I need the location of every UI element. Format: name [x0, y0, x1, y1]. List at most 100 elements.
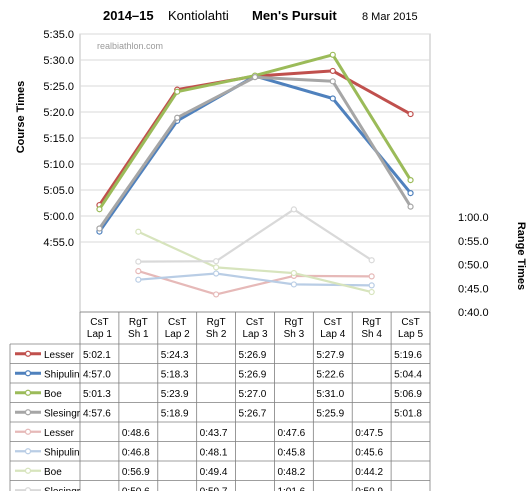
left-tick-label: 5:25.0 [43, 81, 74, 93]
legend-entry: Lesser [44, 428, 75, 439]
range-point-boe [290, 269, 297, 277]
range-point-shipulin [213, 270, 220, 277]
range-line-slesingr [138, 208, 373, 263]
left-tick-label: 5:15.0 [43, 133, 74, 145]
left-tick-label: 5:30.0 [43, 55, 74, 67]
right-axis-title: Range Times [515, 222, 527, 290]
data-cell: 5:18.3 [161, 369, 189, 380]
plot-area: 4:55.0 5:00.0 5:05.0 5:10.0 5:15.0 5:20.0 5:25… [43, 29, 488, 319]
right-tick-label: 0:55.0 [458, 236, 489, 248]
data-cell: 0:50.9 [355, 486, 383, 491]
data-cell: 5:06.9 [394, 389, 422, 400]
range-point-slesingr [290, 206, 297, 213]
legend-key-marker [24, 487, 32, 491]
category-label: Sh 4 [361, 329, 382, 340]
data-cell: 0:47.6 [277, 428, 305, 439]
category-label: Lap 5 [398, 329, 423, 340]
category-label: Lap 1 [87, 329, 112, 340]
category-label: RgT [207, 317, 226, 328]
range-point-lesser [135, 268, 142, 275]
data-cell: 0:47.5 [355, 428, 383, 439]
data-cell: 4:57.0 [83, 369, 111, 380]
range-point-shipulin [290, 281, 297, 288]
category-label: CsT [401, 317, 419, 328]
range-line-boe [137, 230, 372, 294]
category-label: CsT [246, 317, 264, 328]
data-cell: 5:19.6 [394, 350, 422, 361]
legend-key-marker [24, 448, 32, 455]
course-point-shipulin [329, 95, 336, 102]
course-point-slesingr [96, 225, 103, 232]
category-label: CsT [168, 317, 186, 328]
data-cell: 5:23.9 [161, 389, 189, 400]
range-point-slesingr [135, 258, 142, 265]
data-cell: 5:22.6 [316, 369, 344, 380]
range-point-shipulin [368, 282, 375, 289]
left-tick-label: 4:55.0 [43, 237, 74, 249]
data-cell: 0:46.8 [122, 447, 150, 458]
category-label: Lap 3 [242, 329, 267, 340]
data-cell: 0:44.2 [355, 467, 383, 478]
data-cell: 5:02.1 [83, 350, 111, 361]
data-cell: 5:01.8 [394, 408, 422, 419]
course-point-boe [96, 206, 103, 213]
course-point-slesingr [329, 78, 336, 85]
data-cell: 4:57.6 [83, 408, 111, 419]
legend-key-marker [24, 467, 32, 474]
data-cell: 5:01.3 [83, 389, 111, 400]
data-cell: 5:26.7 [239, 408, 267, 419]
data-cell: 0:45.6 [355, 447, 383, 458]
course-point-slesingr [251, 74, 259, 81]
legend-entry: Boe [44, 389, 62, 400]
course-point-boe [329, 51, 336, 58]
category-label: RgT [362, 317, 381, 328]
legend-entry: Slesingr [44, 408, 81, 419]
event-date: 8 Mar 2015 [362, 11, 418, 23]
watermark: realbiathlon.com [97, 41, 163, 51]
category-label: CsT [324, 317, 342, 328]
data-cell: 0:50.7 [200, 486, 228, 491]
range-point-boe [135, 228, 142, 235]
range-point-boe [213, 264, 220, 271]
event-title: Men's Pursuit [252, 8, 337, 23]
course-point-shipulin [407, 190, 414, 197]
right-tick-label: 0:45.0 [458, 283, 489, 295]
course-point-slesingr [174, 114, 181, 121]
legend-key-marker [24, 409, 32, 416]
data-cell: 0:48.2 [277, 467, 305, 478]
data-cell: 0:45.8 [277, 447, 305, 458]
category-label: Sh 2 [206, 329, 227, 340]
course-point-lesser [329, 67, 336, 75]
data-cell: 1:01.6 [277, 486, 305, 491]
data-cell: 0:50.6 [122, 486, 150, 491]
venue-title: Kontiolahti [168, 8, 229, 23]
legend-key-marker [24, 370, 32, 377]
course-point-boe [174, 88, 181, 95]
data-cell: 5:25.9 [316, 408, 344, 419]
range-line-shipulin [138, 272, 372, 287]
right-tick-label: 0:40.0 [458, 307, 489, 319]
course-line-shipulin [98, 74, 412, 233]
data-cell: 0:48.1 [200, 447, 228, 458]
legend-entry: Slesingr [44, 486, 81, 491]
legend-key-marker [24, 428, 32, 435]
category-label: CsT [90, 317, 108, 328]
data-cell: 5:31.0 [316, 389, 344, 400]
range-point-lesser [213, 291, 220, 298]
data-cell: 0:43.7 [200, 428, 228, 439]
range-line-lesser [137, 270, 372, 296]
data-cell: 5:04.4 [394, 369, 422, 380]
data-cell: 5:24.3 [161, 350, 189, 361]
category-label: Sh 3 [284, 329, 305, 340]
legend-entry: Shipulin [44, 447, 80, 458]
course-point-lesser [407, 110, 414, 118]
data-cell: 0:49.4 [200, 467, 228, 478]
legend-key-marker [24, 350, 32, 357]
legend-entry: Boe [44, 467, 62, 478]
left-tick-label: 5:00.0 [43, 211, 74, 223]
data-cell: 5:26.9 [239, 350, 267, 361]
category-label: RgT [284, 317, 303, 328]
left-tick-label: 5:35.0 [43, 29, 74, 41]
left-tick-label: 5:20.0 [43, 107, 74, 119]
